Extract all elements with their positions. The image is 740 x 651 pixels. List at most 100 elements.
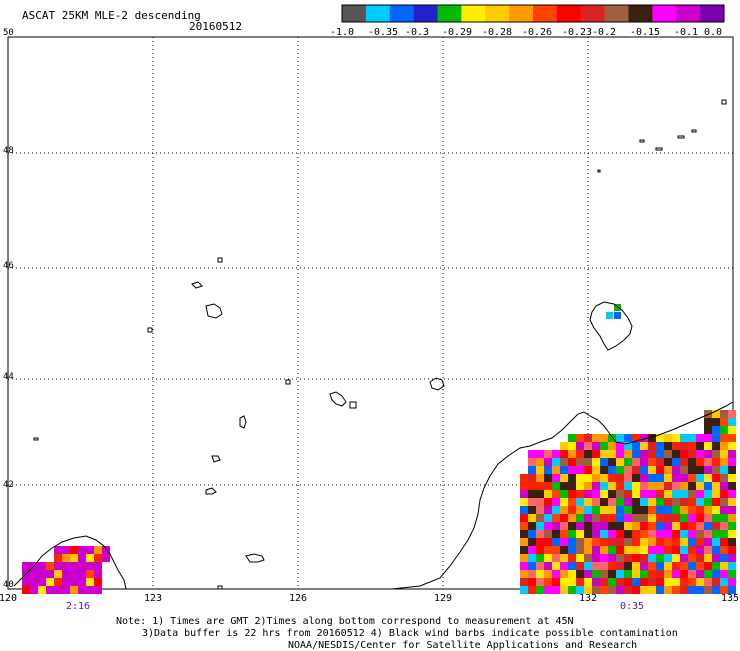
data-cell (696, 442, 704, 450)
data-cell (672, 506, 680, 514)
data-cell (656, 458, 664, 466)
data-cell (70, 586, 78, 594)
data-cell (704, 458, 712, 466)
data-cell (728, 482, 736, 490)
data-cell (728, 442, 736, 450)
data-cell (720, 562, 728, 570)
data-cell (632, 514, 640, 522)
data-cell (536, 474, 544, 482)
coast-sakhalin-island (589, 301, 633, 351)
data-cell (712, 474, 720, 482)
data-cell (608, 522, 616, 530)
footnote-line-3: NOAA/NESDIS/Center for Satellite Applica… (288, 640, 638, 651)
data-cell (592, 522, 600, 530)
data-cell (656, 442, 664, 450)
data-cell (528, 562, 536, 570)
data-cell (608, 530, 616, 538)
data-cell (720, 426, 728, 434)
data-cell (584, 450, 592, 458)
data-cell (544, 506, 552, 514)
data-cell (720, 546, 728, 554)
data-cell (576, 482, 584, 490)
data-cell (720, 490, 728, 498)
colorbar-label: -1.0 (329, 27, 355, 38)
data-cell (520, 546, 528, 554)
data-cell (720, 498, 728, 506)
coastlines (13, 99, 734, 590)
data-cell (664, 546, 672, 554)
data-cell (672, 482, 680, 490)
data-cell (640, 450, 648, 458)
data-cell (78, 554, 86, 562)
data-cell (528, 570, 536, 578)
data-cell (696, 538, 704, 546)
data-cell (712, 538, 720, 546)
data-cell (102, 546, 110, 554)
coast-island-r (691, 129, 697, 133)
data-cell (720, 578, 728, 586)
data-cell (728, 522, 736, 530)
coast-island-a (205, 303, 223, 319)
coast-island-i (217, 257, 223, 263)
data-cell (576, 466, 584, 474)
data-cell (712, 522, 720, 530)
data-cell (38, 586, 46, 594)
data-cell (584, 562, 592, 570)
data-cell (648, 482, 656, 490)
data-cell (712, 458, 720, 466)
data-cell (656, 578, 664, 586)
colorbar-swatch (342, 5, 367, 22)
data-cell (94, 586, 102, 594)
data-cell (568, 434, 576, 442)
data-cell (568, 554, 576, 562)
data-cell (664, 434, 672, 442)
data-cell (656, 522, 664, 530)
data-cell (600, 482, 608, 490)
colorbar-label: -0.15 (629, 27, 661, 38)
data-cell (616, 482, 624, 490)
data-cell (552, 538, 560, 546)
coast-island-n (655, 147, 663, 151)
data-cell (568, 570, 576, 578)
data-cell (656, 562, 664, 570)
data-cell (584, 514, 592, 522)
data-cell (528, 506, 536, 514)
colorbar-swatch (580, 5, 605, 22)
data-cell (560, 586, 568, 594)
data-cell (608, 506, 616, 514)
data-cell (86, 578, 94, 586)
data-cell (592, 586, 600, 594)
data-cell (46, 578, 54, 586)
data-cell (728, 434, 736, 442)
data-cell (62, 554, 70, 562)
data-cell (536, 514, 544, 522)
data-cell (688, 522, 696, 530)
coast-shandong (13, 535, 127, 590)
data-cell (592, 562, 600, 570)
data-cell (688, 474, 696, 482)
data-cell (22, 586, 30, 594)
coast-island-b (329, 391, 347, 407)
data-cell (520, 482, 528, 490)
y-tick-label: 50 (3, 28, 14, 38)
data-cell (536, 482, 544, 490)
data-cell (600, 434, 608, 442)
coast-island-s (597, 169, 601, 173)
data-cell (544, 450, 552, 458)
data-cell (552, 530, 560, 538)
data-cell (680, 442, 688, 450)
data-cell (560, 546, 568, 554)
data-cell (536, 522, 544, 530)
data-cell (656, 530, 664, 538)
data-cell (592, 474, 600, 482)
data-cell (560, 450, 568, 458)
data-cell (54, 554, 62, 562)
data-cell (632, 546, 640, 554)
data-cell (696, 498, 704, 506)
data-cell (712, 562, 720, 570)
colorbar-label: -0.29 (441, 27, 473, 38)
data-cell (614, 312, 621, 319)
data-cell (616, 514, 624, 522)
data-cell (632, 530, 640, 538)
data-cell (720, 450, 728, 458)
